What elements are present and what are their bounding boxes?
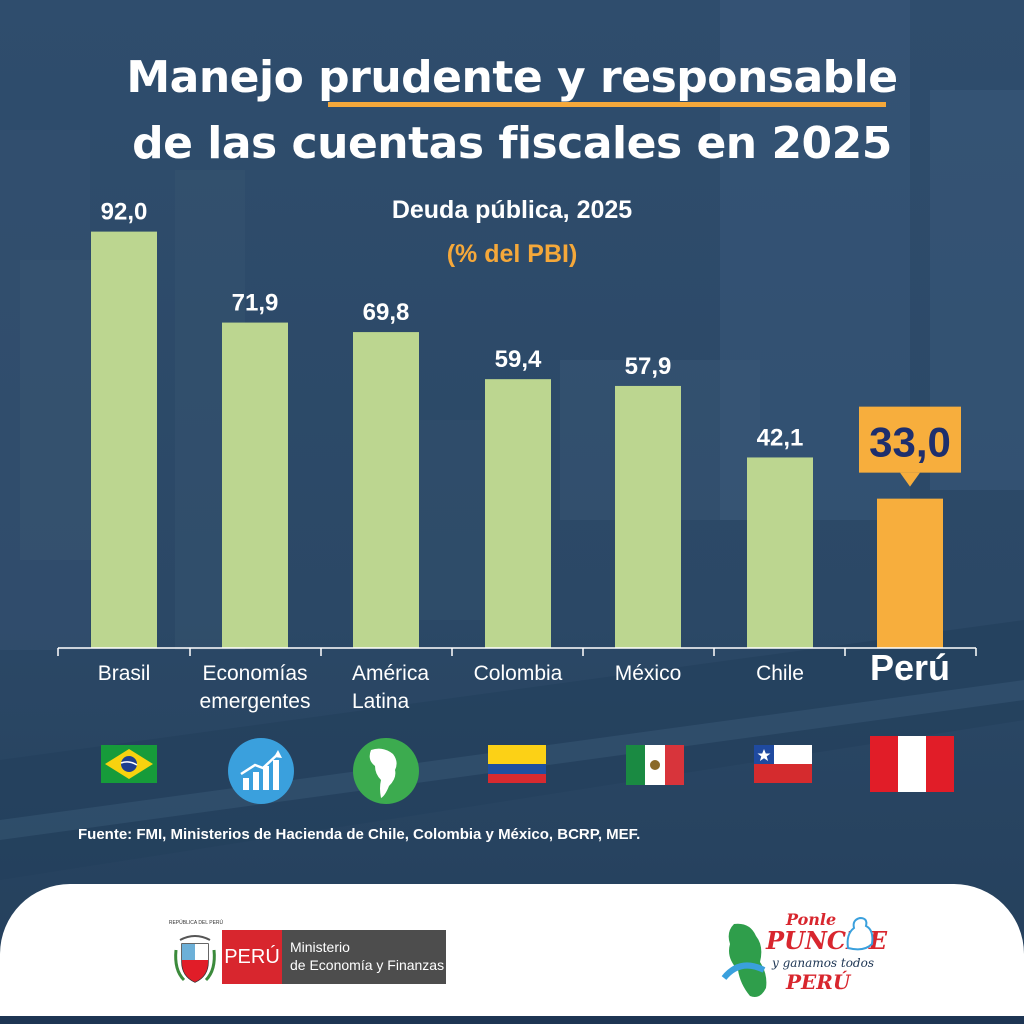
chart-subtitle: Deuda pública, 2025 — [391, 196, 633, 224]
category-label-7: Perú — [869, 647, 951, 688]
chile-flag-icon — [754, 745, 812, 783]
value-label-4: 59,4 — [495, 346, 542, 373]
mexico-flag-icon — [626, 745, 684, 785]
value-label-7: 33,0 — [869, 419, 951, 466]
bar-1 — [91, 231, 157, 648]
value-label-5: 57,9 — [625, 353, 672, 380]
value-label-2: 71,9 — [232, 290, 279, 317]
title-line-2: de las cuentas fiscales en 2025 — [132, 118, 892, 169]
value-label-6: 42,1 — [757, 424, 804, 451]
seal-text: REPÚBLICA DEL PERÚ — [168, 920, 224, 926]
brazil-flag-icon — [101, 745, 157, 783]
footer: REPÚBLICA DEL PERÚ PERÚ Ministerio de Ec… — [0, 884, 1024, 1024]
colombia-flag-icon — [488, 745, 546, 783]
chart-unit: (% del PBI) — [446, 240, 578, 268]
ministry-line-1: Ministerio — [290, 939, 350, 955]
title-underline — [328, 102, 886, 107]
value-label-1: 92,0 — [101, 199, 148, 226]
category-label-3: América Latina — [352, 662, 430, 713]
ministry-name-box: Ministerio de Economía y Finanzas — [282, 930, 446, 984]
peru-coat-of-arms-icon — [174, 935, 216, 983]
value-label-3: 69,8 — [363, 299, 410, 326]
flexed-arm-icon — [846, 916, 874, 951]
category-label-4: Colombia — [473, 662, 563, 685]
footer-bottom-stripe — [0, 1016, 1024, 1024]
highlight-callout-box — [859, 406, 961, 473]
bar-2 — [222, 322, 288, 648]
title-line-1: Manejo prudente y responsable — [126, 52, 898, 103]
bar-5 — [615, 385, 681, 648]
peru-flag-icon — [870, 736, 954, 792]
category-label-6: Chile — [756, 662, 804, 685]
category-label-5: México — [614, 662, 682, 685]
campaign-line-1: Ponle — [786, 910, 837, 929]
category-label-2: Economías emergentes — [199, 662, 311, 713]
bar-7 — [877, 498, 943, 648]
bar-6 — [747, 457, 813, 648]
growth-chart-icon — [228, 738, 294, 804]
peru-brand-tag: PERÚ — [222, 930, 282, 984]
campaign-line-3: y ganamos todos — [772, 956, 874, 970]
ministry-line-2: de Economía y Finanzas — [290, 957, 445, 973]
bar-4 — [485, 379, 551, 648]
campaign-line-4: PERÚ — [786, 970, 851, 994]
peru-map-icon — [721, 923, 767, 997]
source-note: Fuente: FMI, Ministerios de Hacienda de … — [78, 826, 641, 843]
category-label-1: Brasil — [97, 662, 151, 685]
latin-america-globe-icon — [353, 738, 419, 804]
bar-3 — [353, 332, 419, 648]
highlight-callout-pointer — [900, 472, 920, 487]
